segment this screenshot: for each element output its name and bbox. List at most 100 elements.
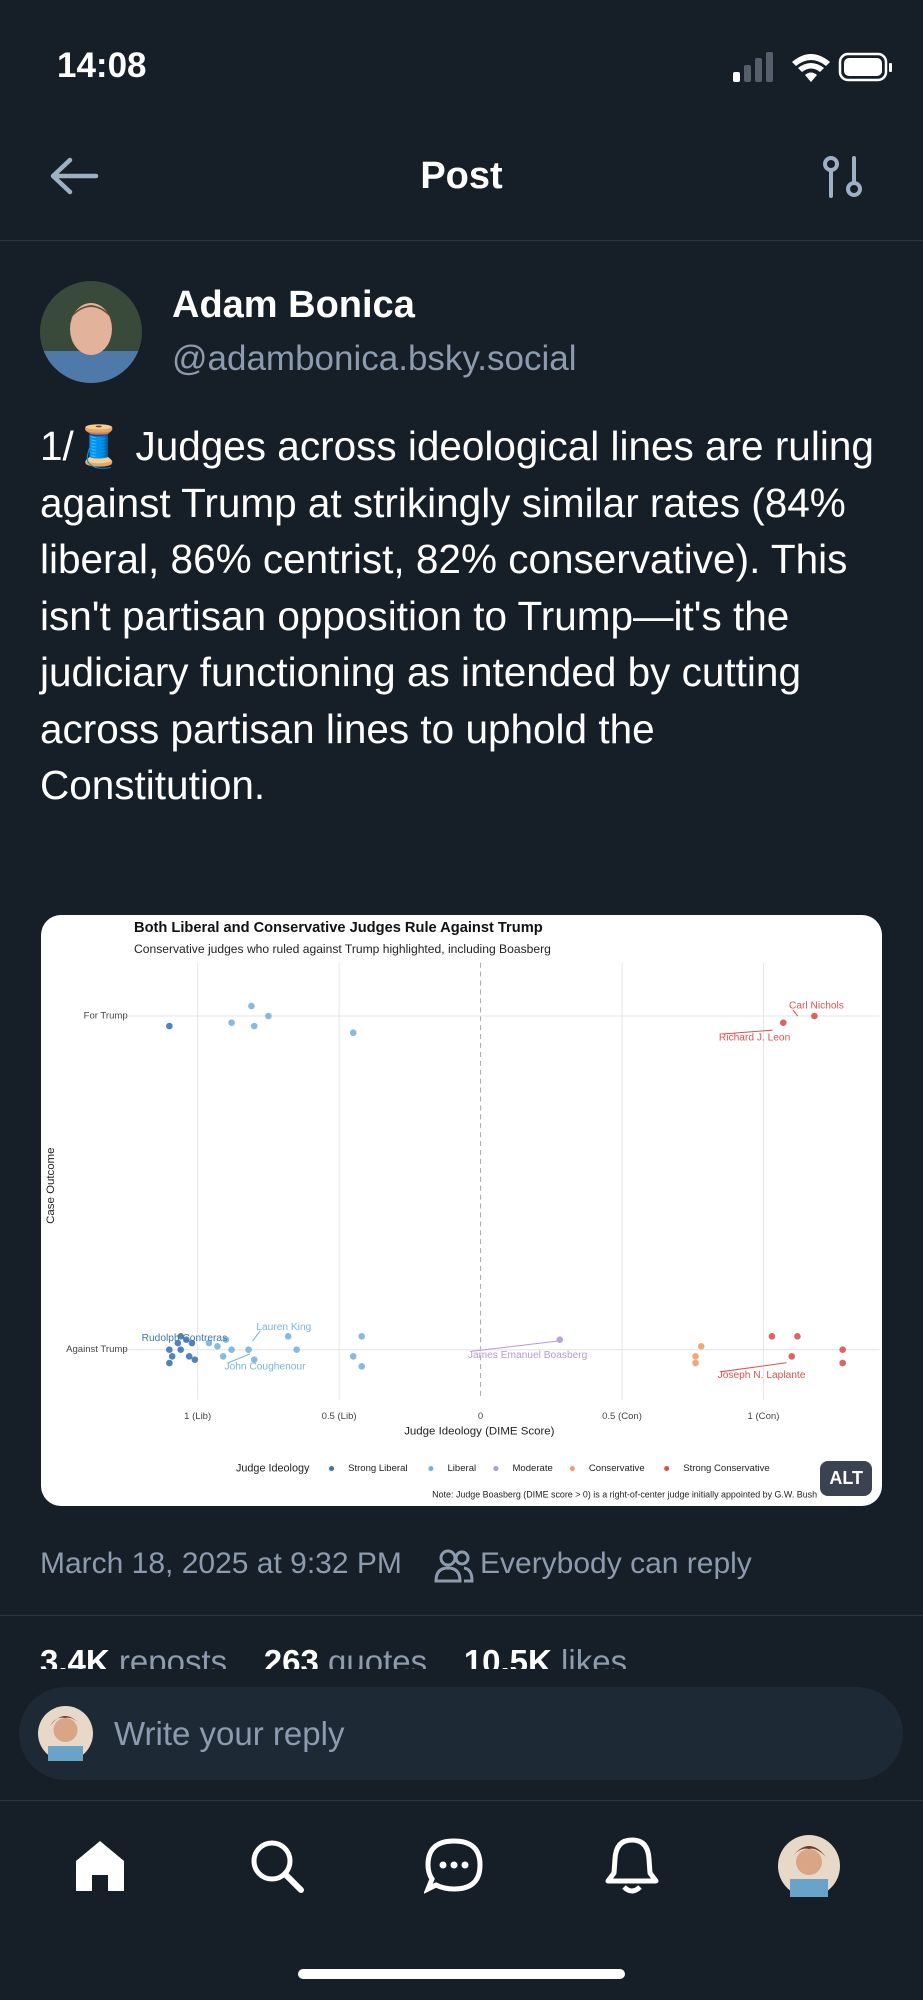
annotation: John Coughenour xyxy=(224,1361,306,1372)
point xyxy=(692,1359,699,1367)
point xyxy=(166,1359,173,1367)
point xyxy=(214,1343,221,1350)
point xyxy=(183,1336,190,1343)
post-text: 1/🧵 Judges across ideological lines are … xyxy=(40,423,874,808)
divider xyxy=(0,1615,923,1616)
point xyxy=(177,1333,184,1340)
point xyxy=(811,1012,818,1020)
point xyxy=(248,1002,255,1010)
point xyxy=(174,1339,182,1347)
legend-swatch xyxy=(664,1465,670,1472)
chart-subtitle: Conservative judges who ruled against Tr… xyxy=(134,942,551,956)
annotation: Rudolph Contreras xyxy=(142,1333,228,1344)
x-tick-label: 0.5 (Con) xyxy=(602,1411,642,1422)
legend-title: Judge Ideology xyxy=(236,1462,310,1474)
annotation: Joseph N. Laplante xyxy=(718,1370,806,1381)
nav-search[interactable] xyxy=(248,1837,306,1895)
chart-title: Both Liberal and Conservative Judges Rul… xyxy=(134,920,543,936)
point xyxy=(788,1353,796,1360)
legend-label: Strong Conservative xyxy=(683,1463,770,1474)
point xyxy=(188,1339,196,1347)
nav-profile[interactable] xyxy=(778,1835,840,1897)
y-axis-label: Case Outcome xyxy=(45,1147,57,1223)
x-axis-label: Judge Ideology (DIME Score) xyxy=(404,1426,554,1438)
point xyxy=(349,1353,357,1360)
point xyxy=(168,1353,176,1360)
x-tick-label: 1 (Con) xyxy=(748,1411,780,1422)
annotation-leader xyxy=(721,1362,787,1373)
legend-swatch xyxy=(569,1465,575,1472)
settings-button[interactable] xyxy=(820,154,866,200)
reply-setting[interactable]: Everybody can reply xyxy=(480,1547,752,1580)
people-icon xyxy=(434,1549,474,1583)
y-tick-label: For Trump xyxy=(84,1011,128,1022)
point xyxy=(245,1346,252,1353)
nav-notifications[interactable] xyxy=(604,1835,660,1895)
point xyxy=(779,1019,787,1027)
post-image[interactable]: Both Liberal and Conservative Judges Rul… xyxy=(41,915,882,1506)
x-tick-label: 0.5 (Lib) xyxy=(322,1411,357,1422)
author-handle[interactable]: @adambonica.bsky.social xyxy=(172,339,577,378)
point xyxy=(222,1336,230,1343)
point xyxy=(205,1339,213,1347)
point xyxy=(692,1353,699,1360)
point xyxy=(166,1022,173,1030)
annotation-leader xyxy=(792,1009,799,1017)
point xyxy=(166,1346,173,1353)
point xyxy=(228,1019,235,1027)
point xyxy=(293,1346,300,1353)
legend-swatch xyxy=(328,1465,335,1472)
reply-placeholder: Write your reply xyxy=(114,1715,345,1752)
divider xyxy=(0,240,923,241)
legend-label: Conservative xyxy=(589,1463,645,1474)
point xyxy=(265,1012,272,1020)
point xyxy=(358,1363,366,1370)
nav-chat[interactable] xyxy=(424,1837,484,1895)
point xyxy=(839,1359,846,1367)
chart-note: Note: Judge Boasberg (DIME score > 0) is… xyxy=(432,1490,817,1500)
point xyxy=(219,1353,227,1360)
point xyxy=(768,1333,776,1340)
point xyxy=(228,1346,235,1353)
header-title: Post xyxy=(420,155,503,197)
point xyxy=(697,1343,705,1350)
point xyxy=(556,1336,564,1343)
chart: Both Liberal and Conservative Judges Rul… xyxy=(45,920,880,1500)
status-icons xyxy=(733,52,892,82)
point xyxy=(358,1333,366,1340)
user-avatar xyxy=(38,1706,93,1761)
alt-badge[interactable]: ALT xyxy=(820,1461,872,1496)
legend-label: Liberal xyxy=(447,1463,476,1474)
nav-divider xyxy=(0,1800,923,1801)
point xyxy=(191,1356,199,1364)
x-tick-label: 0 xyxy=(478,1411,483,1422)
x-tick-label: 1 (Lib) xyxy=(184,1411,211,1422)
point xyxy=(250,1356,258,1364)
annotation: Carl Nichols xyxy=(789,1001,844,1012)
reply-composer[interactable]: Write your reply xyxy=(19,1687,903,1780)
point xyxy=(185,1353,193,1360)
home-indicator xyxy=(298,1969,625,1979)
point xyxy=(177,1346,184,1353)
annotation: Lauren King xyxy=(256,1322,311,1333)
legend-swatch xyxy=(428,1465,434,1472)
point xyxy=(794,1333,801,1340)
back-button[interactable] xyxy=(48,156,100,196)
author-name[interactable]: Adam Bonica xyxy=(172,284,415,326)
point xyxy=(250,1022,258,1030)
author-avatar[interactable] xyxy=(40,281,142,383)
bottom-area: Write your reply xyxy=(0,1669,923,2000)
annotation-leader xyxy=(471,1340,558,1352)
annotation-leader xyxy=(252,1330,261,1342)
point xyxy=(284,1333,292,1340)
post-stats: 3.4K reposts 263 quotes 10.5K likes xyxy=(40,1643,627,1681)
legend-swatch xyxy=(493,1465,499,1472)
point xyxy=(839,1346,846,1353)
legend-label: Strong Liberal xyxy=(348,1463,407,1474)
y-tick-label: Against Trump xyxy=(66,1344,128,1355)
nav-home[interactable] xyxy=(72,1837,128,1893)
post-timestamp: March 18, 2025 at 9:32 PM xyxy=(40,1547,402,1580)
point xyxy=(349,1029,357,1037)
annotation-leader xyxy=(228,1353,251,1364)
